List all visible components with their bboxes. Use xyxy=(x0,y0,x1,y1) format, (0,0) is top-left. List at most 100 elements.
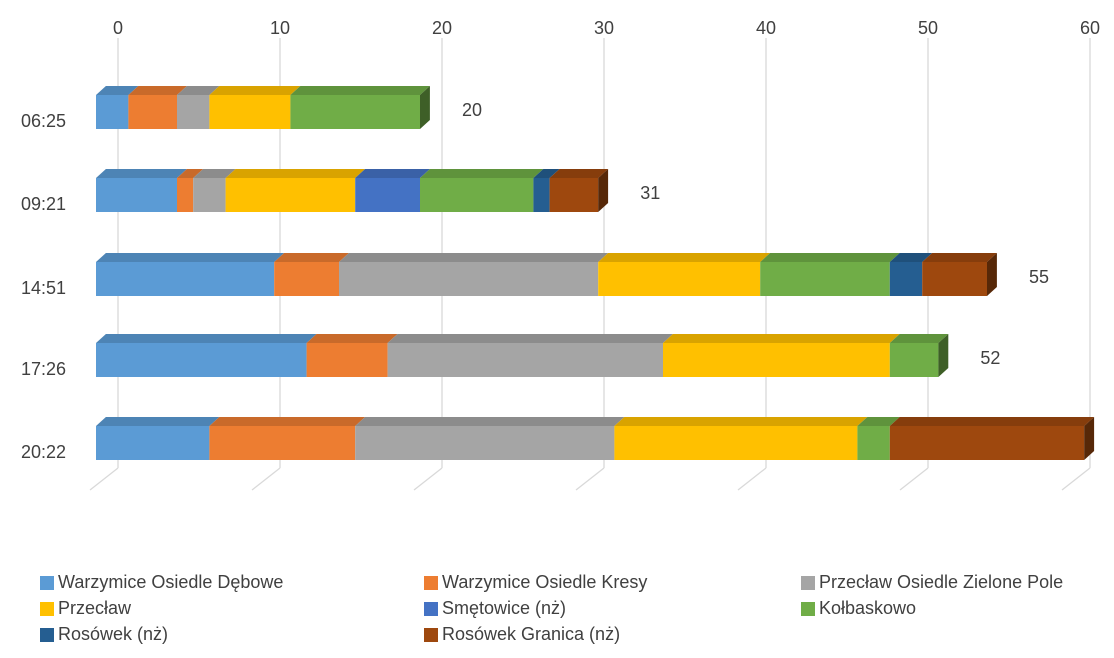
bar-segment-top xyxy=(760,253,900,262)
bar-segment xyxy=(128,95,177,129)
x-tick-label: 40 xyxy=(756,18,776,38)
bar-segment xyxy=(614,426,858,460)
legend-label: Warzymice Osiedle Dębowe xyxy=(58,572,284,592)
bar-segment-top xyxy=(355,169,430,178)
bar-segment xyxy=(889,426,1085,460)
bar-segment xyxy=(387,343,663,377)
bar-segment xyxy=(549,178,599,212)
bar-segment-top xyxy=(290,86,430,95)
bar-segment-top xyxy=(663,334,900,343)
bar-segment xyxy=(96,426,210,460)
bar-segment-top xyxy=(533,169,560,178)
legend-label: Smętowice (nż) xyxy=(442,598,567,618)
bar-segment xyxy=(355,178,420,212)
bar-segment xyxy=(274,262,339,296)
legend-swatch xyxy=(801,575,815,590)
bar-segment xyxy=(290,95,420,129)
bar-side xyxy=(1084,417,1095,460)
bar-segment-top xyxy=(614,417,868,426)
x-tick-label: 10 xyxy=(270,18,290,38)
bar-segment-top xyxy=(96,253,285,262)
bar-segment xyxy=(533,178,550,212)
bar-segment-top xyxy=(96,86,139,95)
bar-segment-top xyxy=(209,86,301,95)
data-label-total: 52 xyxy=(980,348,1000,368)
bar-segment-top xyxy=(339,253,609,262)
bar-segment xyxy=(598,262,761,296)
bar-segment-top xyxy=(598,253,771,262)
bar-segment-top xyxy=(889,334,949,343)
x-tick-label: 30 xyxy=(594,18,614,38)
legend-swatch xyxy=(424,575,438,590)
bar-segment-top xyxy=(225,169,366,178)
bar-segment-top xyxy=(177,169,204,178)
bar-side xyxy=(938,334,949,377)
bar-segment-top xyxy=(96,169,187,178)
floor-gridline xyxy=(1061,467,1091,491)
bar-segment-top xyxy=(387,334,673,343)
bar-segment-top xyxy=(889,253,933,262)
bar-segment xyxy=(96,178,177,212)
bar-segment-top xyxy=(128,86,187,95)
legend-item: Kołbaskowo xyxy=(801,598,916,619)
legend-item: Rosówek Granica (nż) xyxy=(424,624,620,645)
bar-segment-top xyxy=(96,417,220,426)
category-label: 09:21 xyxy=(21,194,66,214)
legend-swatch xyxy=(40,627,54,642)
bar-segment-top xyxy=(355,417,625,426)
floor-gridline xyxy=(251,467,281,491)
bar-segment xyxy=(663,343,890,377)
bar-segment-top xyxy=(209,417,366,426)
legend-swatch xyxy=(40,601,54,616)
legend-item: Warzymice Osiedle Dębowe xyxy=(40,572,283,593)
bar-segment-top xyxy=(549,169,609,178)
bar-segment xyxy=(177,95,210,129)
bar-segment xyxy=(760,262,890,296)
bar-segment xyxy=(177,178,194,212)
chart-legend: Warzymice Osiedle Dębowe Warzymice Osiedl… xyxy=(40,572,1114,658)
bar-segment xyxy=(857,426,890,460)
category-label: 17:26 xyxy=(21,359,66,379)
bar-segment-top xyxy=(193,169,236,178)
legend-label: Rosówek (nż) xyxy=(58,624,169,644)
x-tick-label: 50 xyxy=(918,18,938,38)
legend-item: Warzymice Osiedle Kresy xyxy=(424,572,647,593)
bar-segment xyxy=(889,343,939,377)
bar-segment xyxy=(339,262,599,296)
legend-swatch xyxy=(801,601,815,616)
bar-segment-top xyxy=(177,86,220,95)
legend-item: Smętowice (nż) xyxy=(424,598,566,619)
legend-label: Kołbaskowo xyxy=(819,598,917,618)
floor-gridline xyxy=(413,467,443,491)
bar-segment xyxy=(96,95,129,129)
bar-segment-top xyxy=(922,253,997,262)
bar-segment xyxy=(420,178,534,212)
chart-plot: 0 10 20 30 40 50 60 06:25 20 09:21 31 14:51 55 17:26 5… xyxy=(21,18,1100,491)
bar-segment-top xyxy=(306,334,398,343)
floor-gridline xyxy=(89,467,119,491)
bar-segment xyxy=(225,178,356,212)
bar-segment xyxy=(306,343,388,377)
data-label-total: 20 xyxy=(462,100,482,120)
bar-segment-top xyxy=(274,253,349,262)
bar-segment xyxy=(355,426,615,460)
x-tick-label: 60 xyxy=(1080,18,1100,38)
x-tick-label: 20 xyxy=(432,18,452,38)
bar-side xyxy=(420,86,430,129)
legend-item: Przecław Osiedle Zielone Pole xyxy=(801,572,1063,593)
legend-item: Przecław xyxy=(40,598,131,619)
category-label: 06:25 xyxy=(21,111,66,131)
legend-label: Warzymice Osiedle Kresy xyxy=(442,572,648,592)
x-tick-label: 0 xyxy=(113,18,123,38)
bar-segment xyxy=(193,178,226,212)
category-label: 20:22 xyxy=(21,442,66,462)
data-label-total: 55 xyxy=(1029,267,1049,287)
bar-side xyxy=(987,253,997,296)
bar-segment xyxy=(96,343,307,377)
bar-segment xyxy=(209,95,291,129)
legend-swatch xyxy=(40,575,54,590)
category-label: 14:51 xyxy=(21,278,66,298)
legend-label: Rosówek Granica (nż) xyxy=(442,624,621,644)
legend-item: Rosówek (nż) xyxy=(40,624,168,645)
legend-label: Przecław xyxy=(58,598,132,618)
